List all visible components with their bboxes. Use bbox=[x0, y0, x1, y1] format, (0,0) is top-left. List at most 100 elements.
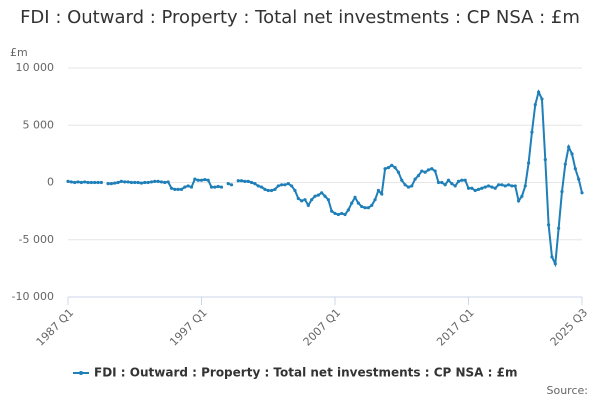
data-point bbox=[113, 181, 117, 185]
data-point bbox=[136, 180, 140, 185]
data-point bbox=[280, 183, 284, 187]
data-point bbox=[123, 180, 127, 184]
data-point bbox=[500, 183, 504, 187]
data-point bbox=[440, 180, 444, 185]
data-point bbox=[73, 180, 77, 185]
data-point bbox=[323, 194, 327, 198]
data-point bbox=[133, 180, 137, 185]
data-point bbox=[66, 179, 70, 183]
data-point bbox=[486, 184, 491, 188]
data-point bbox=[193, 177, 197, 181]
data-point bbox=[533, 103, 537, 107]
data-point bbox=[286, 182, 290, 186]
data-point bbox=[473, 188, 477, 193]
data-point bbox=[243, 179, 247, 183]
legend-label: FDI : Outward : Property : Total net inv… bbox=[94, 366, 517, 380]
data-point bbox=[333, 211, 337, 216]
series-line bbox=[67, 89, 583, 268]
data-point bbox=[249, 180, 254, 185]
data-point bbox=[116, 180, 120, 185]
data-point bbox=[406, 185, 411, 189]
data-point bbox=[353, 195, 357, 199]
data-point bbox=[93, 180, 97, 185]
data-point bbox=[186, 184, 190, 188]
data-point bbox=[343, 212, 347, 217]
data-point bbox=[269, 188, 274, 193]
data-point bbox=[216, 184, 220, 189]
data-point bbox=[213, 185, 217, 189]
data-point bbox=[79, 180, 83, 185]
data-point bbox=[526, 161, 531, 165]
data-point bbox=[306, 203, 310, 207]
data-point bbox=[156, 179, 160, 183]
data-point bbox=[253, 182, 257, 186]
data-point bbox=[493, 186, 497, 190]
data-point bbox=[300, 199, 304, 203]
data-point bbox=[416, 174, 421, 178]
data-point bbox=[290, 184, 294, 188]
data-point bbox=[340, 211, 344, 216]
data-point bbox=[189, 185, 194, 189]
data-point bbox=[563, 162, 567, 166]
data-point bbox=[433, 169, 437, 173]
data-point bbox=[436, 180, 441, 185]
data-point bbox=[503, 184, 507, 188]
data-point bbox=[446, 178, 451, 182]
data-point bbox=[373, 198, 377, 202]
data-point bbox=[163, 180, 167, 185]
data-point bbox=[283, 183, 287, 187]
data-point bbox=[410, 184, 414, 188]
data-point bbox=[229, 183, 234, 187]
data-point bbox=[383, 167, 387, 171]
data-point bbox=[336, 212, 340, 217]
x-tick-label: 2007 Q1 bbox=[301, 306, 344, 349]
data-point bbox=[423, 170, 427, 174]
data-point bbox=[69, 180, 73, 184]
data-point bbox=[470, 186, 474, 190]
data-point bbox=[273, 187, 277, 191]
data-point bbox=[413, 177, 417, 181]
data-point bbox=[573, 167, 577, 171]
data-point bbox=[450, 182, 454, 186]
data-point bbox=[206, 178, 210, 182]
data-point bbox=[506, 183, 511, 187]
chart-title: FDI : Outward : Property : Total net inv… bbox=[20, 7, 580, 28]
data-point bbox=[246, 179, 250, 183]
data-point bbox=[540, 97, 544, 101]
data-point bbox=[376, 188, 381, 193]
data-point bbox=[236, 179, 240, 183]
data-point bbox=[567, 145, 571, 149]
data-point bbox=[209, 185, 214, 189]
data-point bbox=[263, 187, 267, 191]
data-point bbox=[296, 196, 300, 201]
data-point bbox=[276, 184, 280, 188]
data-point bbox=[143, 180, 147, 185]
x-tick-label: 1997 Q1 bbox=[167, 306, 210, 349]
data-point bbox=[476, 187, 481, 191]
data-point bbox=[363, 206, 367, 210]
data-point bbox=[460, 178, 464, 182]
data-point bbox=[166, 180, 170, 184]
data-point bbox=[356, 201, 360, 205]
y-axis-label: £m bbox=[10, 46, 28, 59]
data-point bbox=[203, 178, 207, 182]
x-tick-label: 2017 Q1 bbox=[434, 306, 477, 349]
data-point bbox=[466, 186, 471, 190]
y-tick-label: 0 bbox=[47, 176, 54, 189]
data-point bbox=[109, 182, 113, 186]
data-point bbox=[149, 180, 154, 184]
data-point bbox=[483, 185, 487, 189]
data-point bbox=[453, 184, 457, 188]
data-point bbox=[443, 183, 447, 187]
x-tick-label: 1987 Q1 bbox=[34, 306, 77, 349]
data-point bbox=[463, 178, 467, 182]
data-point bbox=[179, 187, 184, 191]
data-point bbox=[126, 180, 130, 184]
data-point bbox=[310, 198, 314, 202]
data-point bbox=[119, 179, 124, 183]
data-point bbox=[196, 178, 200, 182]
data-point bbox=[547, 223, 551, 227]
data-point bbox=[393, 166, 397, 170]
